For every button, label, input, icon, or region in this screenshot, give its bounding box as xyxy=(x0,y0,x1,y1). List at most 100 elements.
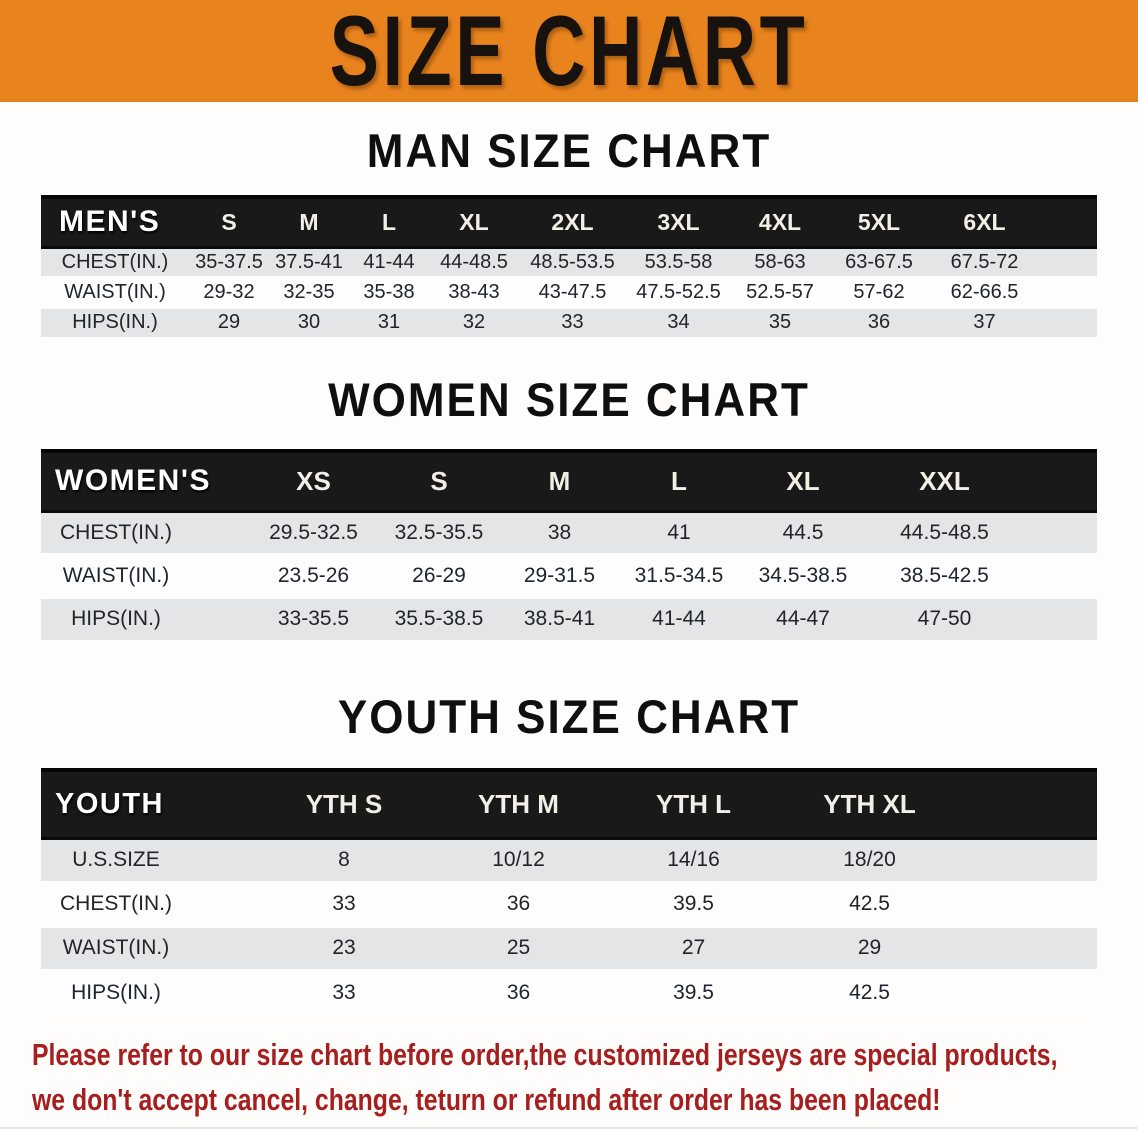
size-value-cell: 23.5-26 xyxy=(277,563,350,587)
women-table-body: CHEST(IN.) 29.5-32.5 32.5-35.5 38 41 44.5 44.5… xyxy=(41,511,1097,640)
row-label: U.S.SIZE xyxy=(72,848,160,871)
table-row: HIPS(IN.) 33 36 39.5 42.5 xyxy=(41,970,1097,1014)
size-column-header: S xyxy=(378,449,500,513)
size-value-cell: 35 xyxy=(768,311,792,334)
bottom-edge-line xyxy=(0,1127,1138,1129)
size-value-cell: 57-62 xyxy=(853,280,905,303)
size-value-cell: 67.5-72 xyxy=(950,250,1019,273)
size-value-cell: 33 xyxy=(332,980,356,1004)
size-value-cell: 38.5-42.5 xyxy=(900,563,989,587)
size-value-cell: 33-35.5 xyxy=(277,607,350,631)
table-row: U.S.SIZE 8 10/12 14/16 18/20 xyxy=(41,838,1097,882)
youth-size-chart-section: YOUTH SIZE CHART YOUTH YTH S YTH M YTH L YTH… xyxy=(0,691,1138,1014)
size-value-cell: 47.5-52.5 xyxy=(636,280,721,303)
size-column-header: YTH XL xyxy=(781,768,1097,840)
disclaimer-note: Please refer to our size chart before or… xyxy=(0,1032,1058,1122)
size-value-cell: 29 xyxy=(857,936,882,959)
size-column-header: YTH S xyxy=(257,768,431,840)
row-label: CHEST(IN.) xyxy=(60,892,172,915)
row-label: HIPS(IN.) xyxy=(72,311,158,334)
banner-title: SIZE CHART xyxy=(329,0,809,106)
size-value-cell: 37 xyxy=(973,311,996,334)
size-value-cell: 63-67.5 xyxy=(845,250,913,273)
size-column-header: XXL xyxy=(867,449,1097,513)
youth-size-table: YOUTH YTH S YTH M YTH L YTH XL U.S.SIZE 8 10/1… xyxy=(41,768,1097,1014)
size-value-cell: 14/16 xyxy=(667,848,720,871)
table-row: HIPS(IN.) 33-35.5 35.5-38.5 38.5-41 41-44 44-… xyxy=(41,597,1097,640)
size-value-cell: 29 xyxy=(217,311,241,334)
row-label: CHEST(IN.) xyxy=(61,250,169,273)
size-value-cell: 8 xyxy=(338,848,350,871)
size-column-header: S xyxy=(189,195,269,249)
size-column-header: XL xyxy=(739,449,867,513)
size-column-header: XL xyxy=(429,195,519,249)
size-value-cell: 48.5-53.5 xyxy=(530,250,615,273)
men-size-chart-section: MAN SIZE CHART MEN'S S M L XL 2XL 3XL 4XL 5XL 6XL… xyxy=(0,126,1138,337)
size-value-cell: 41-44 xyxy=(652,607,706,631)
size-value-cell: 34.5-38.5 xyxy=(758,563,848,587)
men-size-table: MEN'S S M L XL 2XL 3XL 4XL 5XL 6XL CHEST(IN.) 35-3… xyxy=(41,195,1097,337)
size-value-cell: 27 xyxy=(681,936,706,959)
size-column-header: 2XL xyxy=(519,195,626,249)
men-table-body: CHEST(IN.) 35-37.5 37.5-41 41-44 44-48.5 48.5… xyxy=(41,247,1097,337)
size-value-cell: 23 xyxy=(332,936,356,959)
size-column-header: 3XL xyxy=(626,195,731,249)
size-value-cell: 25 xyxy=(506,936,531,959)
size-value-cell: 37.5-41 xyxy=(275,250,343,273)
disclaimer-line-1: Please refer to our size chart before or… xyxy=(32,1037,1058,1072)
size-column-header: 6XL xyxy=(929,195,1097,249)
size-value-cell: 44.5 xyxy=(782,520,824,544)
table-row: CHEST(IN.) 29.5-32.5 32.5-35.5 38 41 44.5 44.5… xyxy=(41,511,1097,554)
size-value-cell: 42.5 xyxy=(849,980,890,1004)
size-column-header: M xyxy=(500,449,619,513)
size-value-cell: 58-63 xyxy=(754,250,806,273)
disclaimer-line-2: we don't accept cancel, change, teturn o… xyxy=(32,1082,941,1117)
size-column-header: XS xyxy=(249,449,378,513)
size-value-cell: 33 xyxy=(561,311,584,334)
size-chart-banner: SIZE CHART xyxy=(0,0,1138,106)
youth-table-header-row: YOUTH YTH S YTH M YTH L YTH XL xyxy=(41,768,1097,840)
size-value-cell: 44-47 xyxy=(776,607,830,631)
size-value-cell: 44.5-48.5 xyxy=(900,520,989,544)
women-section-title: WOMEN SIZE CHART xyxy=(328,374,810,427)
table-row: CHEST(IN.) 35-37.5 37.5-41 41-44 44-48.5 48.5… xyxy=(41,247,1097,277)
size-value-cell: 33 xyxy=(332,892,356,915)
size-column-header: L xyxy=(619,449,739,513)
size-column-header: YTH M xyxy=(431,768,606,840)
size-value-cell: 32-35 xyxy=(283,280,335,303)
size-value-cell: 35-37.5 xyxy=(195,250,263,273)
size-column-header: L xyxy=(349,195,429,249)
size-value-cell: 10/12 xyxy=(492,848,545,871)
size-column-header: 5XL xyxy=(829,195,929,249)
size-value-cell: 43-47.5 xyxy=(538,280,607,303)
size-value-cell: 29-32 xyxy=(203,280,255,303)
size-value-cell: 42.5 xyxy=(849,892,890,915)
size-value-cell: 34 xyxy=(667,311,690,334)
women-size-table: WOMEN'S XS S M L XL XXL CHEST(IN.) 29.5-32.5 32.… xyxy=(41,449,1097,640)
size-value-cell: 41-44 xyxy=(363,250,415,273)
size-value-cell: 26-29 xyxy=(412,563,466,587)
size-value-cell: 30 xyxy=(297,311,321,334)
size-value-cell: 32.5-35.5 xyxy=(394,520,484,544)
size-value-cell: 38 xyxy=(547,520,572,544)
size-column-header: M xyxy=(269,195,349,249)
men-table-header-row: MEN'S S M L XL 2XL 3XL 4XL 5XL 6XL xyxy=(41,195,1097,249)
youth-section-title: YOUTH SIZE CHART xyxy=(337,691,801,744)
table-group-label: MEN'S xyxy=(41,195,189,249)
table-row: WAIST(IN.) 29-32 32-35 35-38 38-43 43-47.5 47.… xyxy=(41,277,1097,307)
size-value-cell: 29.5-32.5 xyxy=(269,520,358,544)
size-value-cell: 38.5-41 xyxy=(523,607,596,631)
size-value-cell: 32 xyxy=(462,311,486,334)
size-value-cell: 38-43 xyxy=(448,280,500,303)
size-value-cell: 31.5-34.5 xyxy=(634,563,724,587)
table-row: WAIST(IN.) 23 25 27 29 xyxy=(41,926,1097,970)
table-row: WAIST(IN.) 23.5-26 26-29 29-31.5 31.5-34.5 34… xyxy=(41,554,1097,597)
size-value-cell: 41 xyxy=(667,520,691,544)
size-value-cell: 36 xyxy=(867,311,891,334)
size-value-cell: 62-66.5 xyxy=(950,280,1019,303)
row-label: HIPS(IN.) xyxy=(71,607,161,631)
size-value-cell: 47-50 xyxy=(917,607,972,631)
table-group-label: YOUTH xyxy=(41,768,257,840)
women-size-chart-section: WOMEN SIZE CHART WOMEN'S XS S M L XL XXL CHEST… xyxy=(0,374,1138,640)
size-value-cell: 39.5 xyxy=(673,892,714,915)
